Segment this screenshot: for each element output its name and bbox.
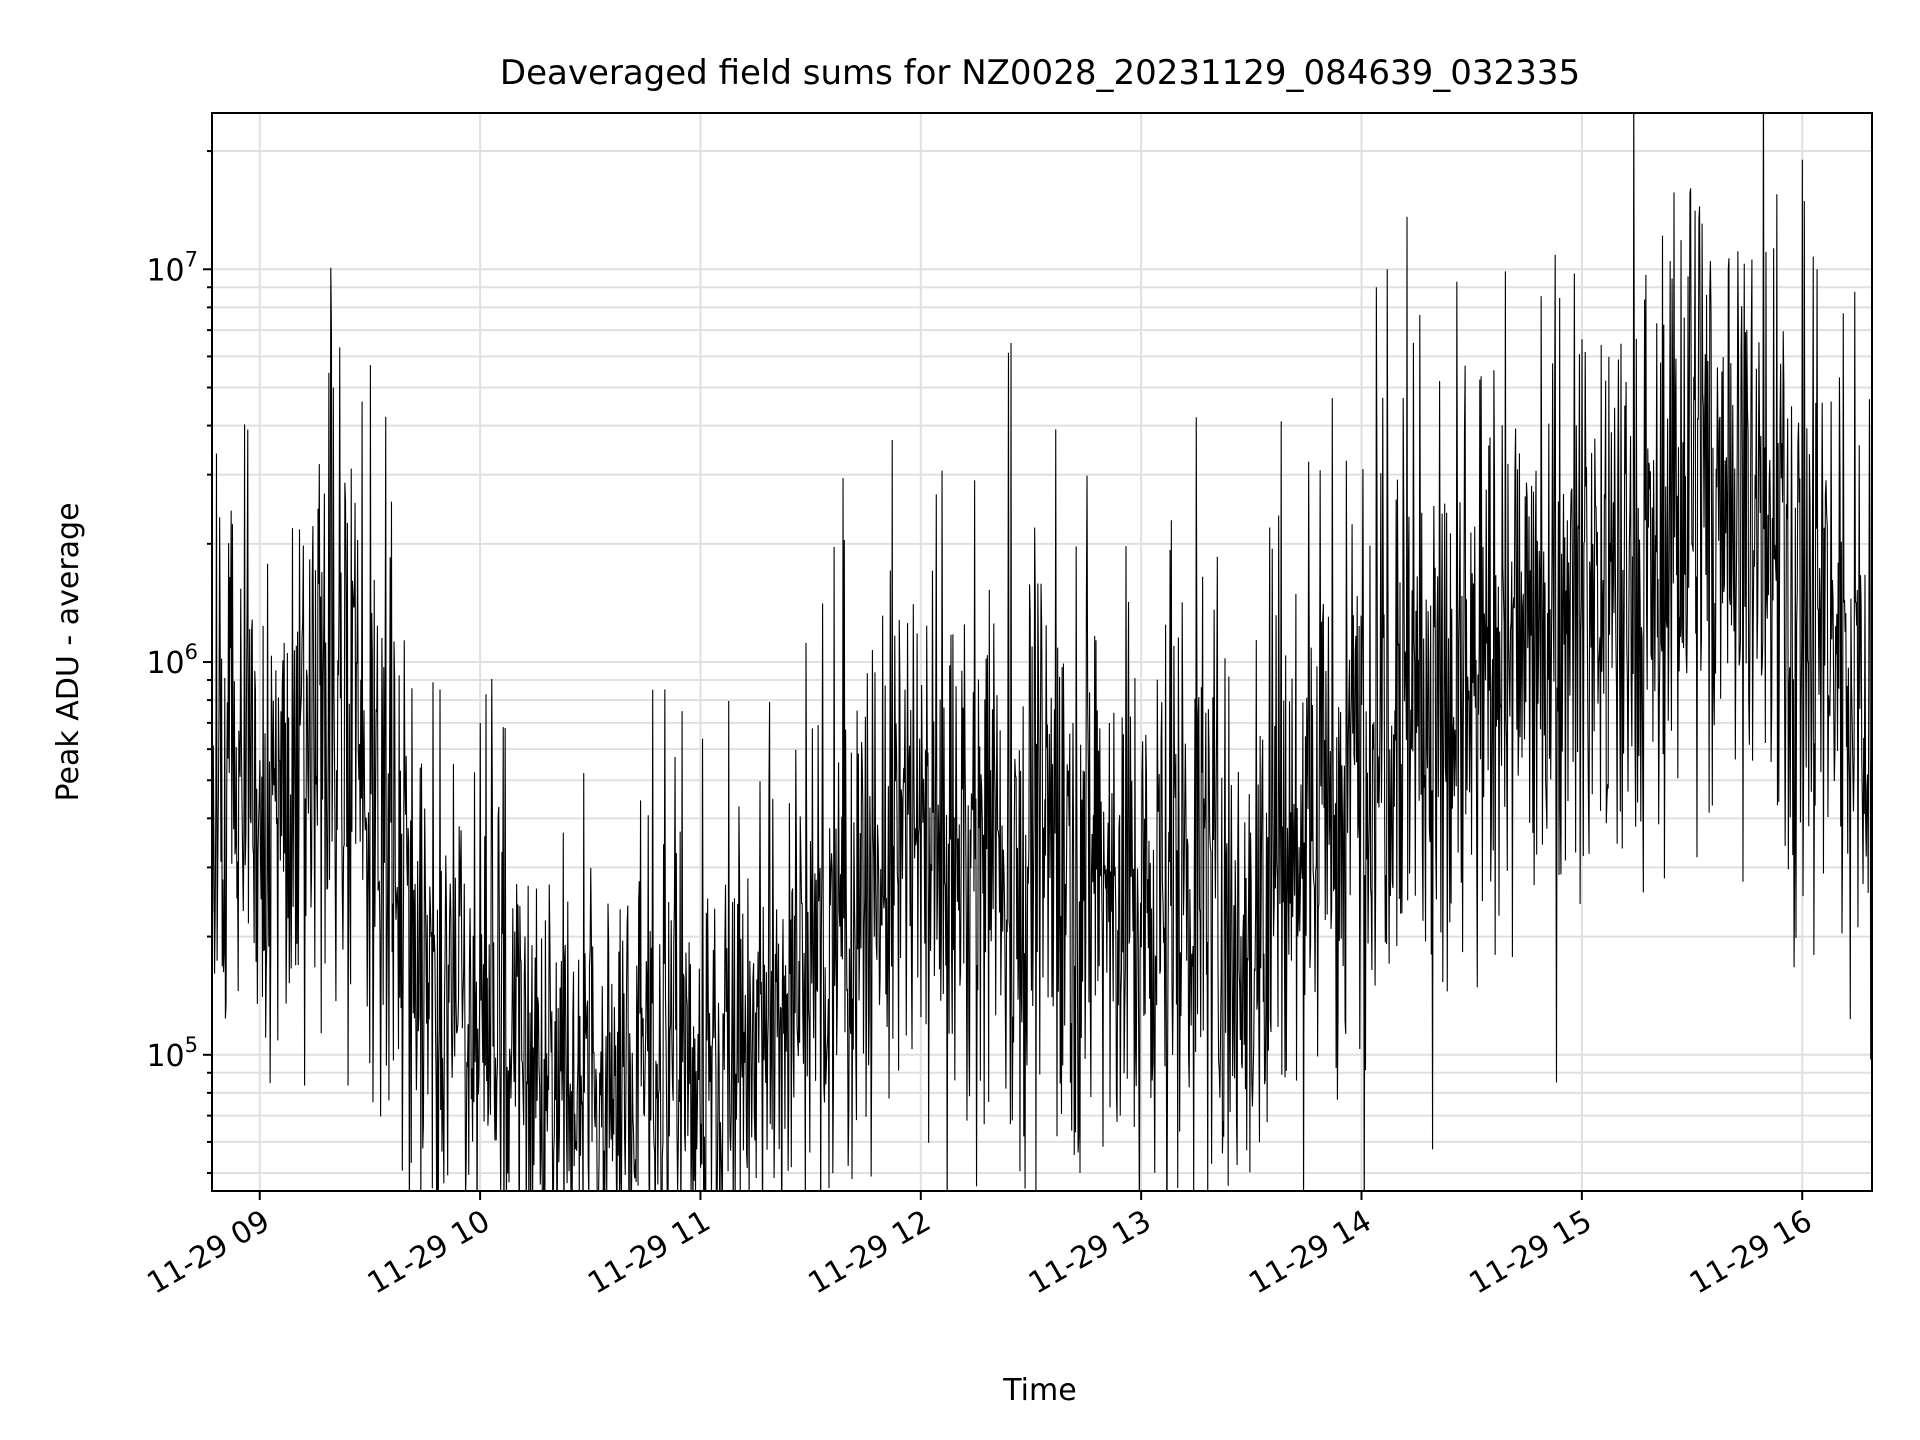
- x-tick-label: 11-29 14: [1243, 1204, 1377, 1302]
- plot-frame: [211, 112, 1873, 1192]
- x-tick-label: 11-29 10: [362, 1204, 496, 1302]
- x-tick-label: 11-29 12: [802, 1204, 936, 1302]
- x-tick-label: 11-29 13: [1023, 1204, 1157, 1302]
- y-axis: 105 106 107: [146, 150, 212, 1175]
- data-series-layer: [212, 113, 1872, 1191]
- x-axis: 11-29 09 11-29 10 11-29 11 11-29 12 11-29 13…: [141, 1191, 1818, 1301]
- x-tick-label: 11-29 11: [582, 1204, 716, 1302]
- x-tick-label: 11-29 16: [1684, 1204, 1818, 1302]
- y-axis-label: Peak ADU - average: [51, 502, 86, 801]
- x-axis-label: Time: [1002, 1373, 1076, 1408]
- y-tick-label: 107: [146, 247, 198, 288]
- x-tick-label: 11-29 09: [141, 1204, 275, 1302]
- data-line: [212, 113, 1872, 1191]
- chart-title: Deaveraged field sums for NZ0028_2023112…: [500, 53, 1580, 93]
- x-tick-label: 11-29 15: [1464, 1204, 1598, 1302]
- y-tick-label: 105: [146, 1033, 198, 1074]
- y-tick-label: 106: [146, 640, 198, 681]
